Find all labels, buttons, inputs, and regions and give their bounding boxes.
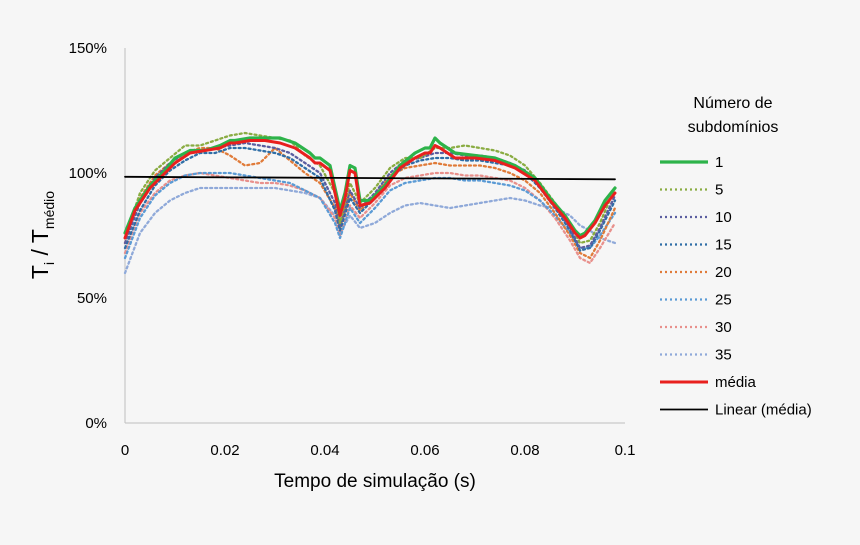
x-tick-label: 0.1: [615, 442, 636, 459]
series-line-9: [124, 175, 616, 181]
legend-label-2: 10: [715, 209, 732, 226]
legend-label-5: 25: [715, 292, 732, 309]
series-line-7: [123, 186, 617, 275]
y-tick-label: 0%: [85, 415, 107, 432]
legend-label-8: média: [715, 374, 757, 391]
x-axis-label: Tempo de simulação (s): [274, 471, 476, 492]
y-axis-label-mid: / T: [27, 229, 53, 262]
x-tick-label: 0.04: [310, 442, 339, 459]
x-tick-label: 0.08: [510, 442, 539, 459]
x-tick-label: 0.02: [210, 442, 239, 459]
legend-label-1: 5: [715, 182, 723, 199]
y-tick-label: 150%: [69, 40, 107, 57]
y-tick-label: 50%: [77, 290, 107, 307]
axes: [124, 48, 625, 424]
legend-title-line2: subdomínios: [688, 119, 779, 136]
legend: Número de subdomínios 15101520253035médi…: [660, 95, 812, 419]
legend-label-4: 20: [715, 264, 732, 281]
y-axis-label-sub-medio: médio: [41, 191, 57, 229]
legend-label-6: 30: [715, 319, 732, 336]
x-tick-label: 0.06: [410, 442, 439, 459]
series-lines: [123, 131, 617, 275]
legend-label-0: 1: [715, 154, 723, 171]
series-line-5: [123, 171, 617, 260]
series-line-8: [123, 139, 617, 240]
tick-labels: 0 0.02 0.04 0.06 0.08 0.1 0% 50% 100% 150%: [69, 40, 636, 459]
legend-label-3: 15: [715, 237, 732, 254]
legend-label-9: Linear (média): [715, 402, 812, 419]
legend-label-7: 35: [715, 347, 732, 364]
legend-title-line1: Número de: [693, 95, 772, 112]
y-axis-label: Ti / Tmédio: [27, 191, 57, 279]
y-axis-label-sub-i: i: [41, 262, 57, 265]
y-tick-label: 100%: [69, 165, 107, 182]
y-axis-label-t1: T: [27, 265, 53, 279]
x-tick-label: 0: [121, 442, 129, 459]
